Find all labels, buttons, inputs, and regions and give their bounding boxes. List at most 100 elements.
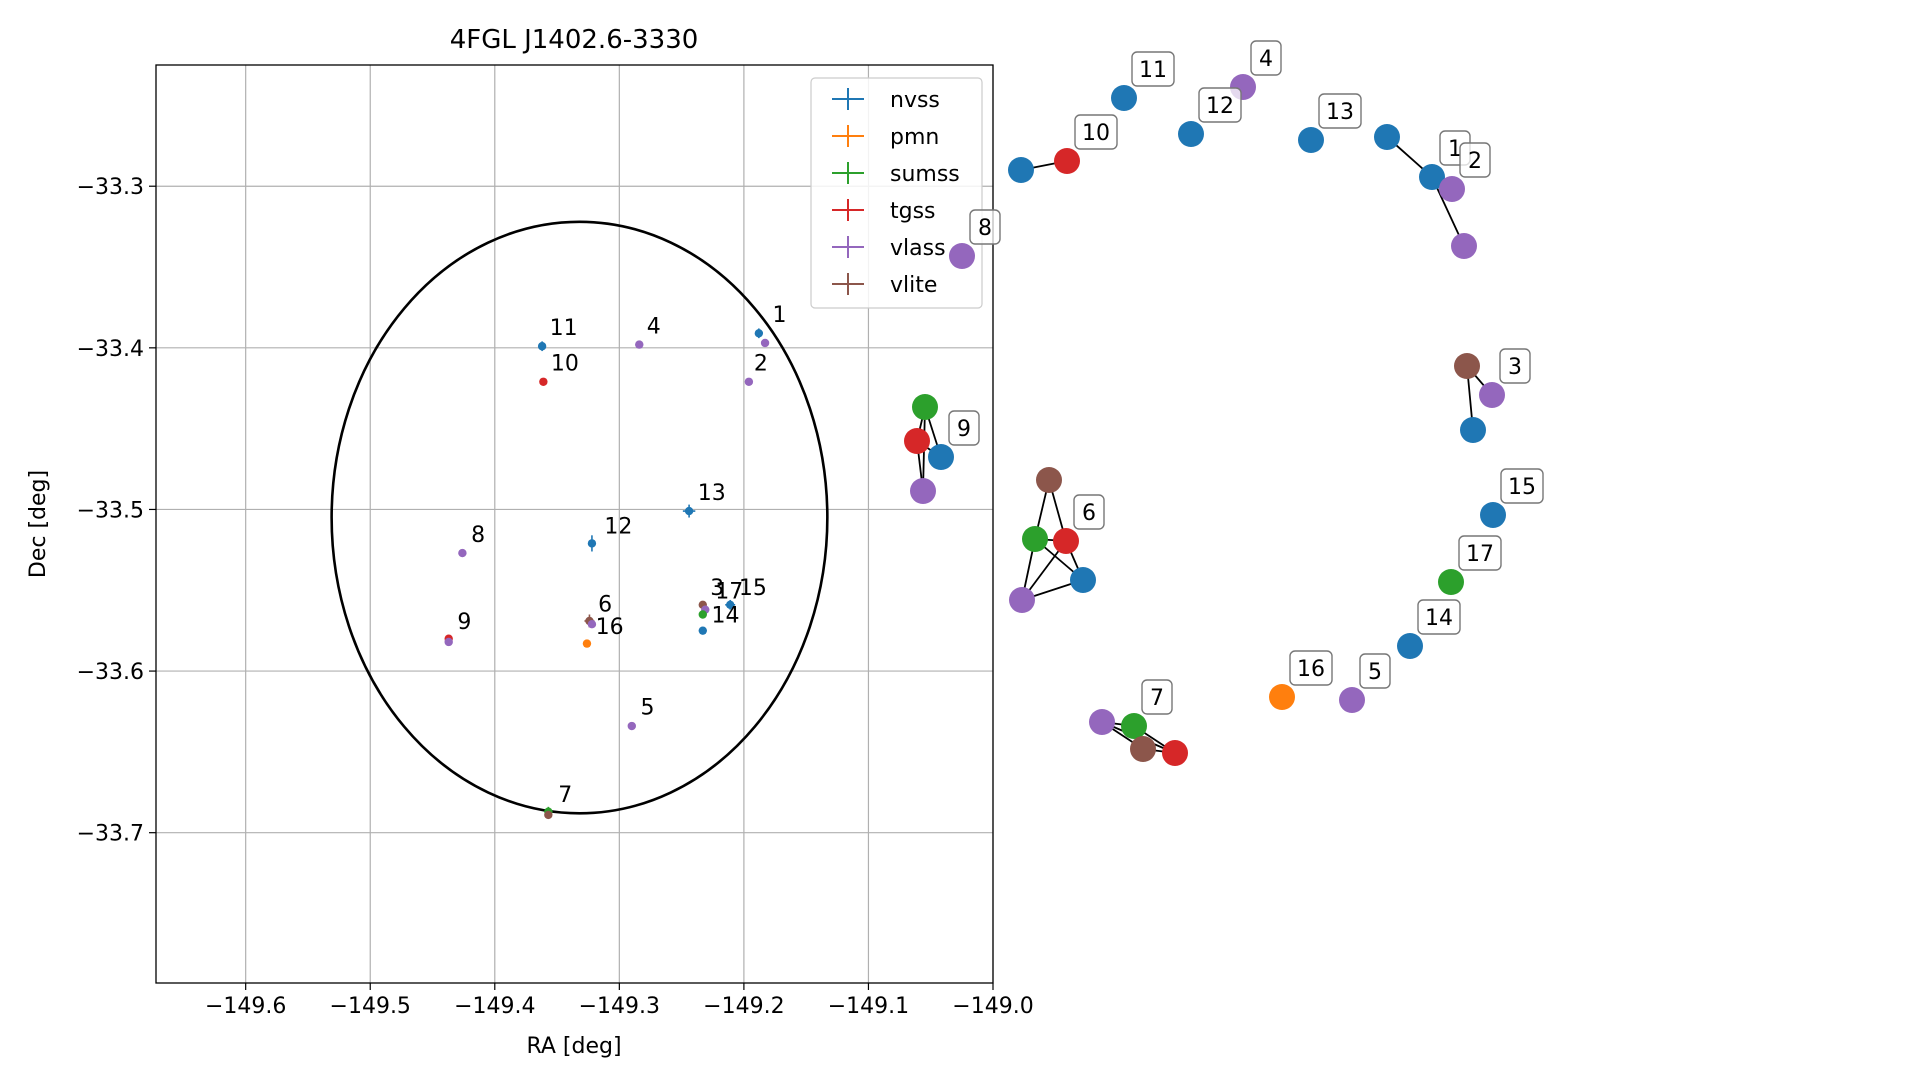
- label-text: 11: [1139, 58, 1167, 83]
- label-box: [1500, 468, 1544, 504]
- graph-node-sumss: [1121, 713, 1147, 739]
- graph-node-label: 3: [1499, 348, 1531, 384]
- x-tick-label: −149.4: [454, 994, 535, 1019]
- label-text: 15: [1508, 475, 1536, 500]
- graph-node-vlass: [910, 478, 936, 504]
- point-label: 11: [550, 316, 578, 341]
- data-point-nvss: [725, 600, 735, 610]
- graph-node-nvss: [1397, 633, 1423, 659]
- graph-node-label: 9: [948, 410, 980, 446]
- point-label: 16: [596, 615, 624, 640]
- graph-node-nvss: [1070, 567, 1096, 593]
- legend-label: tgss: [890, 199, 936, 224]
- label-text: 8: [978, 216, 992, 241]
- graph-node-label: 11: [1131, 51, 1175, 87]
- y-tick-label: −33.5: [77, 498, 144, 523]
- x-tick-label: −149.3: [579, 994, 660, 1019]
- data-point-vlass: [444, 637, 453, 647]
- label-box: [1359, 653, 1391, 689]
- graph-node-label: 12: [1198, 87, 1242, 123]
- y-axis-label: Dec [deg]: [26, 470, 51, 578]
- graph-node-vlite: [1454, 353, 1480, 379]
- localization-ellipse: [330, 220, 829, 815]
- graph-node-nvss: [1298, 127, 1324, 153]
- label-box: [1318, 93, 1362, 129]
- label-text: 4: [1259, 47, 1273, 72]
- label-box: [969, 209, 1001, 245]
- label-text: 12: [1206, 94, 1234, 119]
- label-text: 2: [1468, 149, 1482, 174]
- data-point-vlass: [760, 338, 770, 348]
- y-tick-label: −33.7: [77, 822, 144, 847]
- point-label: 5: [641, 696, 655, 721]
- label-box: [1458, 535, 1502, 571]
- graph-node-vlass: [1451, 233, 1477, 259]
- point-label: 6: [598, 592, 612, 617]
- graph-node-vlass: [949, 243, 975, 269]
- label-text: 6: [1082, 501, 1096, 526]
- point-label: 8: [471, 523, 485, 548]
- legend-entry-nvss: nvss: [832, 88, 940, 113]
- graph-node-tgss: [1162, 740, 1188, 766]
- graph-node-label: 17: [1458, 535, 1502, 571]
- legend-label: vlite: [890, 273, 937, 298]
- legend-entry-vlass: vlass: [832, 236, 946, 261]
- graph-node-label: 5: [1359, 653, 1391, 689]
- label-text: 10: [1082, 121, 1110, 146]
- legend-entry-tgss: tgss: [832, 199, 936, 224]
- graph-node-vlite: [1036, 467, 1062, 493]
- data-point-vlass: [627, 721, 636, 731]
- x-tick-label: −149.1: [828, 994, 909, 1019]
- data-points: [444, 328, 770, 820]
- label-box: [1459, 142, 1491, 178]
- graph-node-label: 10: [1074, 114, 1118, 150]
- graph-node-vlite: [1130, 736, 1156, 762]
- point-label: 9: [457, 610, 471, 635]
- label-box: [1250, 40, 1282, 76]
- label-box: [1141, 679, 1173, 715]
- label-box: [1073, 494, 1105, 530]
- graph-node-tgss: [1054, 148, 1080, 174]
- graph-node-sumss: [1022, 526, 1048, 552]
- grid: [156, 65, 994, 983]
- plot-frame: [155, 64, 994, 984]
- x-tick-label: −149.6: [205, 994, 286, 1019]
- graph-node-sumss: [1438, 569, 1464, 595]
- y-tick-label: −33.6: [77, 660, 144, 685]
- data-point-nvss: [537, 342, 547, 351]
- data-point-nvss: [684, 506, 694, 516]
- point-label: 14: [712, 604, 740, 629]
- data-point-pmn: [582, 639, 592, 648]
- y-tick-label: −33.3: [77, 175, 144, 200]
- point-label: 2: [754, 351, 768, 376]
- point-label: 7: [558, 783, 572, 808]
- label-box: [948, 410, 980, 446]
- legend-label: vlass: [890, 236, 946, 261]
- point-label: 12: [604, 515, 632, 540]
- graph-node-vlass: [1479, 382, 1505, 408]
- label-text: 1: [1448, 137, 1462, 162]
- graph-nodes: [904, 74, 1506, 766]
- graph-node-label: 13: [1318, 93, 1362, 129]
- point-label: 10: [551, 351, 579, 376]
- legend-label: sumss: [890, 162, 960, 187]
- axis-ticks: −149.6 −149.5 −149.4 −149.3 −149.2 −149.1 −149…: [77, 175, 1034, 1019]
- graph-node-label: 16: [1289, 650, 1333, 686]
- x-axis-label: RA [deg]: [526, 1034, 621, 1059]
- data-point-vlass: [744, 377, 754, 386]
- label-box: [1417, 599, 1461, 635]
- label-text: 13: [1326, 100, 1354, 125]
- data-point-sumss: [698, 610, 707, 619]
- graph-node-vlass: [1089, 709, 1115, 735]
- legend-entry-pmn: pmn: [832, 125, 939, 150]
- point-label: 1: [773, 303, 787, 328]
- point-label: 15: [739, 576, 767, 601]
- data-point-nvss: [698, 626, 707, 635]
- point-label: 4: [647, 314, 661, 339]
- data-point-vlite: [544, 810, 553, 820]
- graph-node-pmn: [1269, 684, 1295, 710]
